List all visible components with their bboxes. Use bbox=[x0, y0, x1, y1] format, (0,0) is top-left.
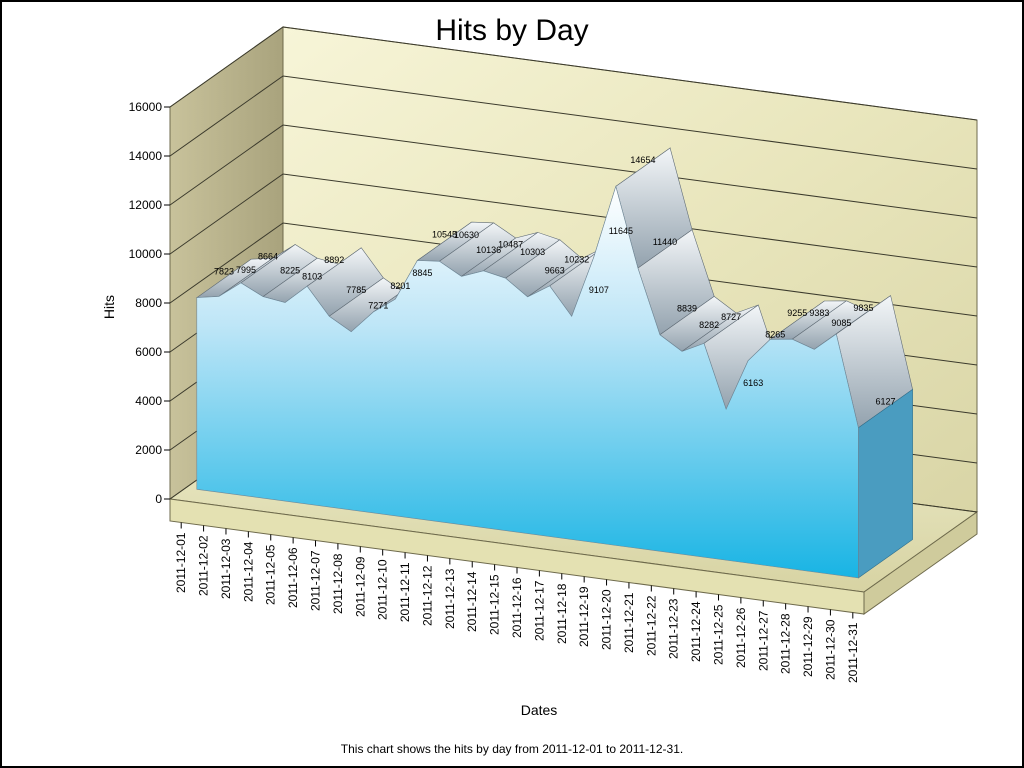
chart-footnote: This chart shows the hits by day from 20… bbox=[340, 742, 684, 756]
y-tick-label: 10000 bbox=[129, 247, 163, 261]
x-tick-label: 2011-12-24 bbox=[689, 601, 703, 662]
x-tick-label: 2011-12-21 bbox=[622, 592, 636, 653]
y-tick-label: 2000 bbox=[135, 443, 162, 457]
x-tick-label: 2011-12-10 bbox=[376, 559, 390, 620]
x-tick-label: 2011-12-02 bbox=[197, 535, 211, 596]
x-tick-label: 2011-12-11 bbox=[398, 562, 412, 622]
x-tick-label: 2011-12-04 bbox=[241, 541, 255, 602]
x-tick-label: 2011-12-01 bbox=[174, 532, 188, 593]
x-tick-label: 2011-12-05 bbox=[264, 544, 278, 605]
data-label: 9107 bbox=[589, 285, 609, 295]
data-label: 9255 bbox=[787, 308, 807, 318]
data-label: 7823 bbox=[214, 266, 234, 276]
data-label: 10136 bbox=[476, 245, 501, 255]
y-tick-label: 6000 bbox=[135, 345, 162, 359]
x-tick-label: 2011-12-09 bbox=[353, 556, 367, 617]
x-tick-label: 2011-12-26 bbox=[734, 607, 748, 668]
x-tick-label: 2011-12-17 bbox=[532, 580, 546, 641]
data-label: 10487 bbox=[498, 240, 523, 250]
x-tick-label: 2011-12-08 bbox=[331, 553, 345, 614]
data-label: 8201 bbox=[390, 281, 410, 291]
floor-right-edge bbox=[863, 511, 978, 615]
x-tick-label: 2011-12-19 bbox=[577, 586, 591, 647]
chart-title: Hits by Day bbox=[435, 14, 589, 47]
data-label: 11645 bbox=[609, 226, 633, 236]
x-tick-label: 2011-12-22 bbox=[644, 595, 658, 656]
y-axis-ticks: 0 2000 4000 6000 8000 10000 12000 14000 16000 bbox=[129, 100, 170, 506]
x-tick-label: 2011-12-16 bbox=[510, 577, 524, 638]
data-label: 8727 bbox=[721, 312, 741, 322]
data-label: 9383 bbox=[809, 308, 829, 318]
y-tick-label: 0 bbox=[155, 492, 162, 506]
data-label: 11440 bbox=[653, 237, 677, 247]
x-tick-label: 2011-12-30 bbox=[823, 619, 837, 680]
gridline bbox=[169, 26, 978, 121]
x-tick-label: 2011-12-29 bbox=[801, 616, 815, 677]
x-tick-label: 2011-12-25 bbox=[711, 604, 725, 665]
data-label: 14654 bbox=[630, 155, 655, 165]
data-label: 10303 bbox=[520, 247, 545, 257]
x-tick-label: 2011-12-27 bbox=[756, 610, 770, 671]
y-tick-label: 8000 bbox=[135, 296, 162, 310]
data-label: 7785 bbox=[346, 285, 366, 295]
x-tick-label: 2011-12-14 bbox=[465, 571, 479, 632]
x-tick-label: 2011-12-31 bbox=[846, 622, 860, 683]
y-tick-label: 4000 bbox=[135, 394, 162, 408]
x-tick-label: 2011-12-13 bbox=[443, 568, 457, 629]
area-front-face bbox=[196, 185, 859, 579]
data-label: 8845 bbox=[412, 268, 432, 278]
gridline bbox=[169, 124, 978, 219]
data-label: 10232 bbox=[564, 255, 589, 265]
data-label: 9835 bbox=[853, 303, 873, 313]
y-axis-title: Hits bbox=[101, 295, 117, 319]
data-label: 8892 bbox=[324, 255, 344, 265]
data-label: 8282 bbox=[699, 320, 719, 330]
x-axis-ticks: 2011-12-01 2011-12-02 2011-12-03 2011-12-04… bbox=[174, 522, 860, 683]
data-label: 10630 bbox=[454, 230, 479, 240]
gridline bbox=[169, 173, 978, 268]
x-tick-label: 2011-12-28 bbox=[779, 613, 793, 674]
data-label: 8265 bbox=[765, 329, 785, 339]
x-tick-label: 2011-12-06 bbox=[286, 547, 300, 608]
data-label: 9663 bbox=[545, 266, 565, 276]
x-tick-label: 2011-12-18 bbox=[555, 583, 569, 644]
data-label: 7995 bbox=[236, 265, 256, 275]
x-tick-label: 2011-12-15 bbox=[488, 574, 502, 635]
gridline bbox=[169, 222, 978, 317]
y-tick-label: 14000 bbox=[129, 149, 163, 163]
x-tick-label: 2011-12-20 bbox=[600, 589, 614, 650]
data-label: 8839 bbox=[677, 304, 697, 314]
x-axis-title: Dates bbox=[521, 702, 558, 718]
gridline bbox=[169, 75, 978, 170]
y-tick-label: 16000 bbox=[129, 100, 163, 114]
data-label: 10545 bbox=[432, 229, 457, 239]
data-label: 6163 bbox=[743, 378, 763, 388]
area-series bbox=[195, 147, 913, 579]
x-tick-label: 2011-12-23 bbox=[667, 598, 681, 659]
data-label: 7271 bbox=[368, 301, 388, 311]
x-tick-label: 2011-12-07 bbox=[309, 550, 323, 611]
data-label: 6127 bbox=[875, 397, 895, 407]
x-tick-label: 2011-12-12 bbox=[420, 565, 434, 626]
data-label: 8225 bbox=[280, 265, 300, 275]
data-label: 9085 bbox=[831, 318, 851, 328]
data-label: 8664 bbox=[258, 252, 278, 262]
data-label: 8103 bbox=[302, 271, 322, 281]
x-tick-label: 2011-12-03 bbox=[219, 538, 233, 599]
y-tick-label: 12000 bbox=[129, 198, 163, 212]
